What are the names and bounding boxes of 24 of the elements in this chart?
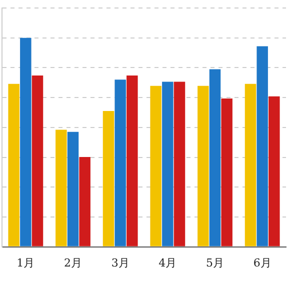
bar [221,98,232,246]
bar [126,75,138,246]
x-tick-label: 3月 [111,256,130,270]
bar [32,75,44,246]
x-tick-label: 4月 [158,256,177,270]
bar [114,80,126,246]
x-tick-label: 2月 [64,256,82,270]
bar [162,82,174,246]
bar [256,46,268,246]
x-tick-label: 1月 [16,256,35,270]
bar [268,96,280,246]
bar [209,69,221,246]
bar [20,38,32,246]
bar [8,84,20,246]
bar [67,132,79,246]
bar [150,86,162,246]
bar [79,156,90,246]
bar [174,82,186,246]
x-tick-label: 6月 [253,256,272,270]
x-tick-label: 5月 [206,256,224,270]
bar [198,86,209,246]
bar [102,110,114,246]
bar [56,130,67,246]
bar [244,84,256,246]
